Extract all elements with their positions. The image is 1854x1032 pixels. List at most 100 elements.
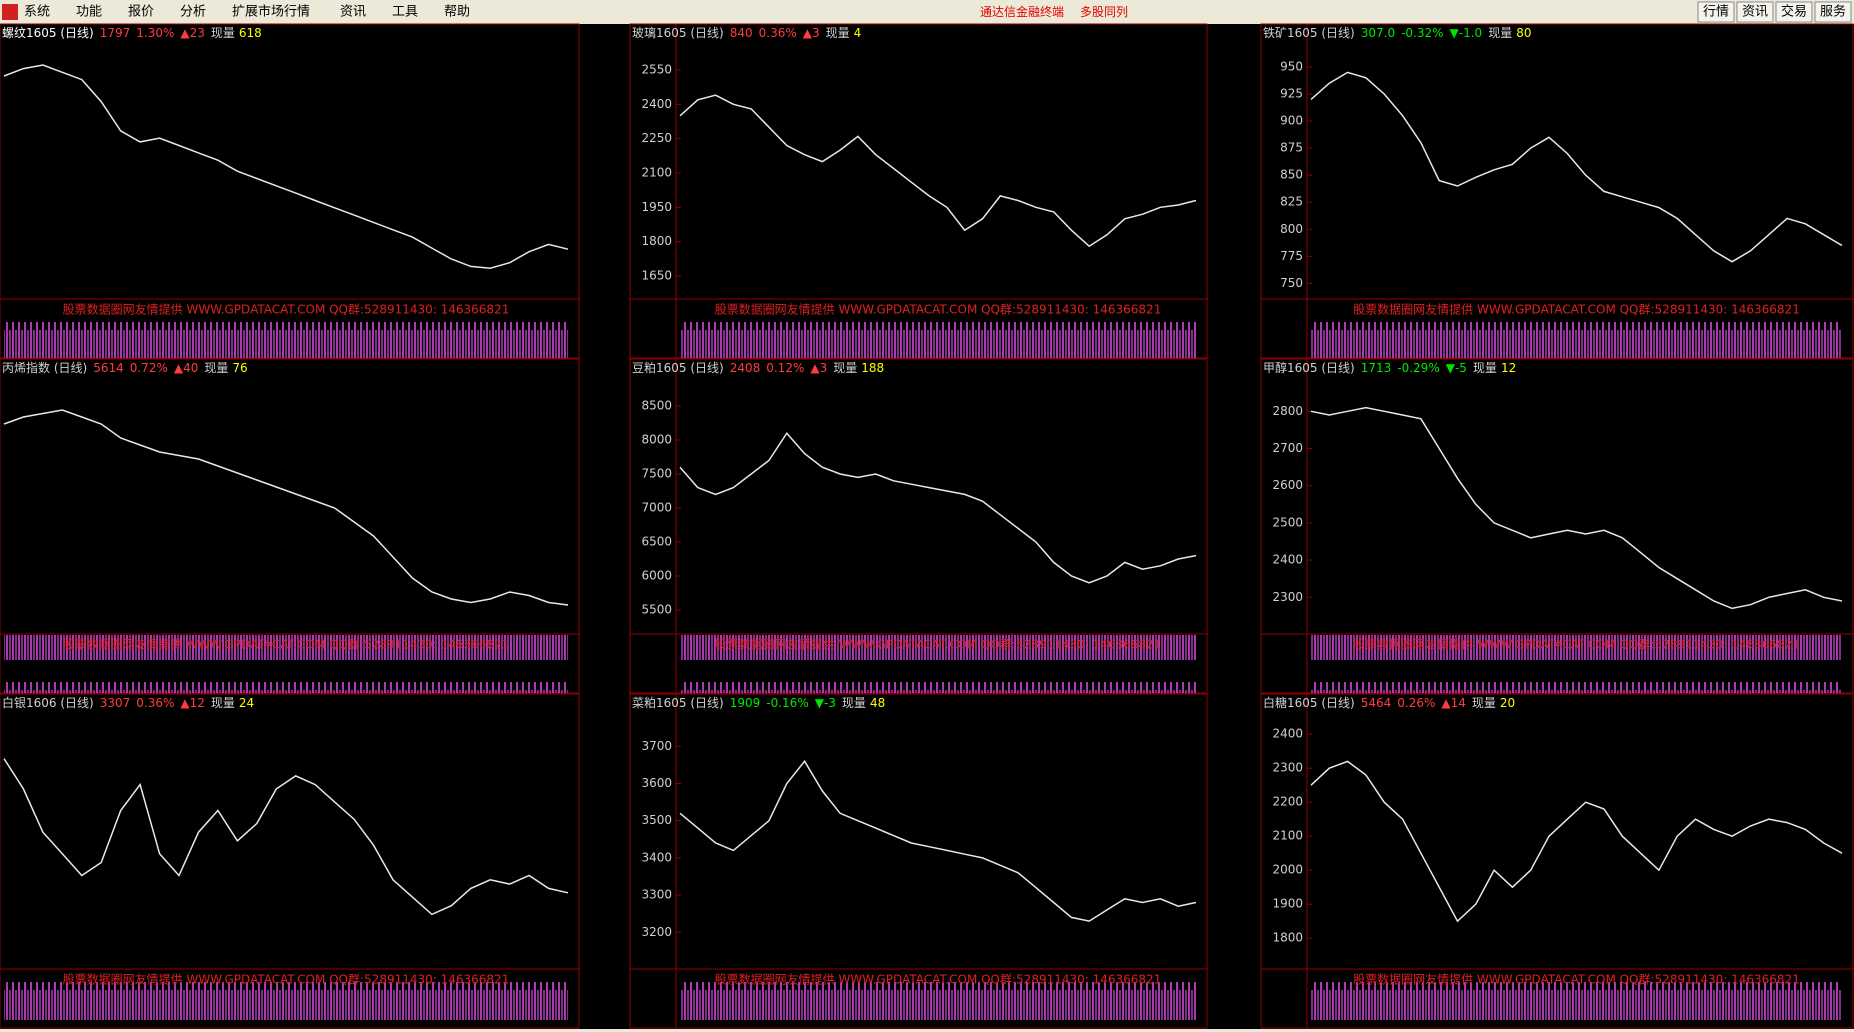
y-tick-label: 6000: [641, 569, 672, 583]
volume: 618: [239, 26, 262, 40]
toolbar-button-label[interactable]: 资讯: [1742, 5, 1768, 20]
menu-item[interactable]: 扩展市场行情: [232, 4, 310, 20]
app-name: 通达信金融终端: [980, 4, 1064, 19]
volume: 20: [1500, 696, 1515, 710]
quote-change-pct: 0.72%: [130, 361, 168, 375]
indicator-bars: [680, 635, 1196, 693]
y-tick-label: 2500: [1272, 515, 1303, 529]
y-tick-label: 2100: [641, 166, 672, 180]
quote-change: ▲23: [180, 26, 205, 40]
menu-item[interactable]: 资讯: [340, 5, 366, 20]
y-tick-label: 2000: [1272, 863, 1303, 877]
quote-price: 1713: [1361, 361, 1392, 375]
y-tick-label: 950: [1280, 59, 1303, 73]
volume: 12: [1501, 361, 1516, 375]
instrument-name: 菜粕1605 (日线): [632, 695, 724, 710]
volume-label: 现量: [826, 26, 850, 40]
quote-change-pct: 0.36%: [759, 26, 797, 40]
app-icon: [2, 4, 18, 20]
volume-label: 现量: [1488, 26, 1512, 40]
quote-price: 307.0: [1361, 26, 1395, 40]
menu-item[interactable]: 功能: [76, 5, 102, 20]
toolbar-button-label[interactable]: 行情: [1703, 5, 1729, 20]
indicator-bars: [1311, 970, 1842, 1028]
y-tick-label: 2550: [641, 63, 672, 77]
watermark: 股票数据圈网友情提供 WWW.GPDATACAT.COM QQ群:5289114…: [715, 637, 1162, 652]
price-line: [3, 409, 569, 606]
volume-label: 现量: [204, 361, 228, 375]
quote-price: 2408: [730, 361, 761, 375]
quote-price: 5614: [93, 361, 124, 375]
watermark: 股票数据圈网友情提供 WWW.GPDATACAT.COM QQ群:5289114…: [715, 972, 1162, 987]
chart-title: 甲醇1605 (日线) 1713 -0.29% ▼-5 现量 12: [1263, 360, 1516, 375]
volume: 24: [239, 696, 254, 710]
quote-price: 5464: [1361, 696, 1392, 710]
y-tick-label: 6500: [641, 535, 672, 549]
y-tick-label: 3600: [641, 776, 672, 790]
toolbar-button[interactable]: [1736, 1, 1774, 23]
chart-title: 铁矿1605 (日线) 307.0 -0.32% ▼-1.0 现量 80: [1263, 26, 1531, 40]
y-tick-label: 1950: [641, 200, 672, 214]
header-title: 通达信金融终端 多股同列: [980, 4, 1128, 19]
watermark: 股票数据圈网友情提供 WWW.GPDATACAT.COM QQ群:5289114…: [1353, 637, 1800, 652]
chart-title: 豆粕1605 (日线) 2408 0.12% ▲3 现量 188: [632, 360, 884, 375]
toolbar-button-label[interactable]: 服务: [1820, 4, 1846, 20]
toolbar-button-label[interactable]: 交易: [1781, 4, 1807, 20]
y-tick-label: 850: [1280, 168, 1303, 182]
menu-item[interactable]: 分析: [180, 5, 206, 20]
menu-item[interactable]: 系统: [24, 5, 50, 20]
y-tick-label: 2100: [1272, 829, 1303, 843]
y-tick-label: 800: [1280, 222, 1303, 236]
toolbar-button[interactable]: [1775, 1, 1813, 23]
chart-title: 丙烯指数 (日线) 5614 0.72% ▲40 现量 76: [2, 360, 248, 375]
quote-price: 1909: [730, 696, 761, 710]
price-line: [1310, 760, 1843, 923]
volume: 80: [1516, 26, 1531, 40]
chart-title: 螺纹1605 (日线) 1797 1.30% ▲23 现量 618: [2, 26, 262, 40]
indicator-bars: [680, 300, 1196, 358]
quote-price: 3307: [100, 696, 131, 710]
volume-label: 现量: [211, 26, 235, 40]
chart-title: 白糖1605 (日线) 5464 0.26% ▲14 现量 20: [1263, 695, 1515, 710]
watermark: 股票数据圈网友情提供 WWW.GPDATACAT.COM QQ群:5289114…: [63, 302, 510, 317]
watermark: 股票数据圈网友情提供 WWW.GPDATACAT.COM QQ群:5289114…: [1353, 972, 1800, 987]
indicator-bars: [1311, 635, 1842, 693]
price-line: [679, 759, 1197, 922]
quote-change: ▲14: [1441, 696, 1466, 710]
y-tick-label: 3700: [641, 739, 672, 753]
volume-label: 现量: [211, 696, 235, 710]
y-tick-label: 875: [1280, 141, 1303, 155]
volume: 188: [861, 361, 884, 375]
quote-price: 840: [730, 26, 753, 40]
instrument-name: 丙烯指数 (日线): [2, 360, 87, 375]
quote-change-pct: 0.36%: [136, 696, 174, 710]
volume: 48: [870, 696, 885, 710]
instrument-name: 白糖1605 (日线): [1263, 695, 1355, 710]
volume-label: 现量: [833, 361, 857, 375]
price-line: [679, 431, 1197, 584]
y-tick-label: 2200: [1272, 795, 1303, 809]
indicator-bars: [4, 300, 568, 358]
instrument-name: 玻璃1605 (日线): [632, 26, 724, 40]
y-tick-label: 3400: [641, 850, 672, 864]
menu-item[interactable]: 报价: [128, 5, 154, 20]
y-tick-label: 1800: [641, 234, 672, 248]
watermark: 股票数据圈网友情提供 WWW.GPDATACAT.COM QQ群:5289114…: [63, 972, 510, 987]
instrument-name: 豆粕1605 (日线): [632, 360, 724, 375]
chart-title: 白银1606 (日线) 3307 0.36% ▲12 现量 24: [2, 695, 254, 710]
menu-bar: [0, 0, 1854, 24]
y-tick-label: 2700: [1272, 441, 1303, 455]
watermark: 股票数据圈网友情提供 WWW.GPDATACAT.COM QQ群:5289114…: [63, 637, 510, 652]
toolbar-button[interactable]: [1814, 1, 1852, 23]
quote-change-pct: 0.12%: [766, 361, 804, 375]
quote-change-pct: 1.30%: [136, 26, 174, 40]
y-tick-label: 3500: [641, 813, 672, 827]
menu-item[interactable]: 工具: [392, 5, 418, 20]
menu-item[interactable]: 帮助: [444, 5, 470, 20]
price-line: [1310, 71, 1843, 263]
watermark: 股票数据圈网友情提供 WWW.GPDATACAT.COM QQ群:5289114…: [715, 302, 1162, 317]
toolbar-button[interactable]: [1697, 1, 1735, 23]
y-tick-label: 750: [1280, 276, 1303, 290]
quote-change: ▼-5: [1446, 361, 1467, 375]
